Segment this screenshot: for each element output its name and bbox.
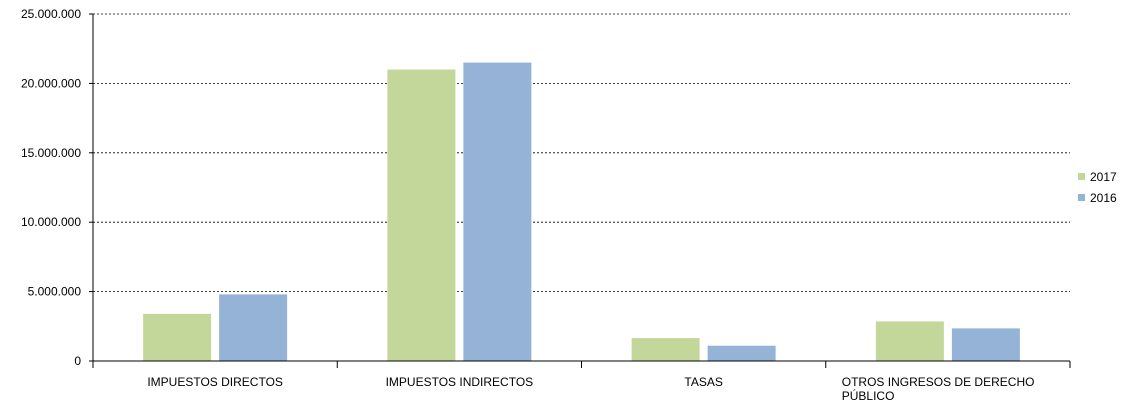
bar-2016-4	[951, 328, 1020, 361]
y-tick-label: 20.000.000	[21, 76, 81, 90]
bar-2017-3	[631, 338, 700, 361]
y-tick-label: 5.000.000	[28, 285, 82, 299]
y-axis-ticks: 0 5.000.000 10.000.000 15.000.000 20.000.000…	[21, 7, 93, 368]
y-tick-label: 25.000.000	[21, 7, 81, 21]
x-tick-label: TASAS	[684, 375, 722, 389]
legend: 2017 2016	[1078, 170, 1117, 205]
y-tick-label: 0	[74, 354, 81, 368]
legend-swatch-2016	[1078, 194, 1085, 201]
x-axis-ticks: IMPUESTOS DIRECTOS IMPUESTOS INDIRECTOS TA…	[92, 361, 1071, 403]
axes	[89, 14, 1070, 362]
legend-label-2016: 2016	[1090, 191, 1117, 205]
y-tick-label: 10.000.000	[21, 215, 81, 229]
x-tick-label: IMPUESTOS DIRECTOS	[147, 375, 283, 389]
x-tick-label: OTROS INGRESOS DE DERECHO PÚBLICO	[842, 375, 1035, 403]
bar-2017-1	[143, 313, 212, 361]
bar-2017-2	[387, 69, 456, 362]
y-tick-label: 15.000.000	[21, 146, 81, 160]
x-tick-label: IMPUESTOS INDIRECTOS	[386, 375, 534, 389]
legend-label-2017: 2017	[1090, 170, 1117, 184]
legend-swatch-2017	[1078, 173, 1085, 180]
bars	[143, 62, 1020, 362]
bar-2016-1	[219, 294, 288, 361]
bar-2016-2	[463, 62, 532, 362]
bar-2016-3	[707, 345, 776, 361]
gridlines	[93, 13, 1070, 293]
bar-2017-4	[875, 321, 944, 361]
